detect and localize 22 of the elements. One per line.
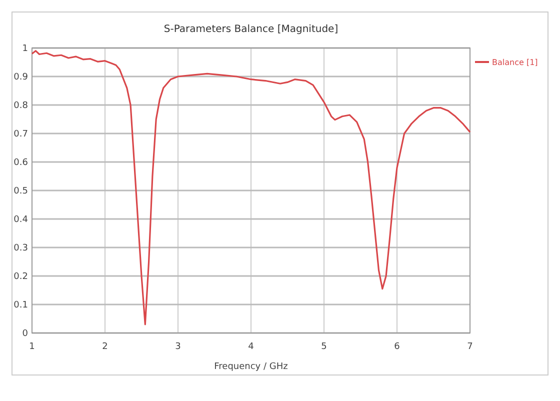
legend-label: Balance [1] — [492, 58, 538, 67]
y-tick-label: 0.7 — [14, 130, 28, 140]
y-tick-label: 0.8 — [14, 101, 28, 111]
x-axis-title: Frequency / GHz — [214, 362, 288, 372]
y-tick-label: 0.3 — [14, 244, 28, 254]
x-tick-label: 2 — [102, 342, 108, 352]
y-tick-label: 0.5 — [14, 186, 28, 196]
y-tick-label: 0.1 — [14, 300, 28, 310]
y-tick-label: 0 — [22, 329, 28, 339]
y-tick-label: 0.2 — [14, 272, 28, 282]
x-tick-label: 6 — [394, 342, 400, 352]
y-tick-label: 0.9 — [14, 72, 28, 82]
chart-title: S-Parameters Balance [Magnitude] — [164, 24, 338, 35]
x-tick-label: 1 — [29, 342, 35, 352]
y-tick-label: 1 — [22, 44, 28, 54]
x-tick-label: 3 — [175, 342, 181, 352]
y-tick-label: 0.4 — [14, 215, 28, 225]
x-tick-label: 5 — [321, 342, 327, 352]
x-tick-label: 7 — [467, 342, 473, 352]
line-series — [31, 50, 471, 326]
y-tick-label: 0.6 — [14, 158, 28, 168]
x-tick-label: 4 — [248, 342, 254, 352]
